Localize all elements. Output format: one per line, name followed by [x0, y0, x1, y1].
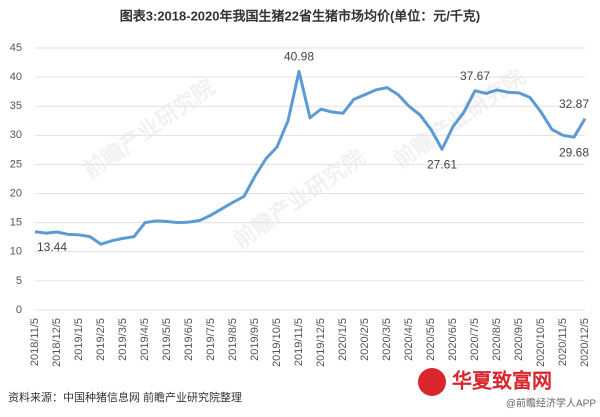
- y-tick-label: 20: [10, 187, 22, 199]
- x-tick-label: 2020/10/5: [535, 318, 547, 367]
- value-label: 27.61: [427, 157, 457, 171]
- value-label: 13.44: [37, 240, 67, 254]
- x-tick-label: 2019/2/5: [95, 318, 107, 361]
- x-tick-label: 2018/12/5: [51, 318, 63, 367]
- x-tick-label: 2019/5/5: [161, 318, 173, 361]
- x-tick-label: 2020/11/5: [557, 318, 569, 366]
- value-label: 37.67: [460, 69, 490, 83]
- x-tick-label: 2019/6/5: [183, 318, 195, 361]
- value-label: 29.68: [559, 145, 589, 159]
- x-tick-label: 2019/7/5: [205, 318, 217, 361]
- x-tick-label: 2020/12/5: [579, 318, 591, 367]
- x-tick-label: 2020/8/5: [491, 318, 503, 361]
- logo-icon: [418, 368, 446, 396]
- y-tick-label: 10: [10, 246, 22, 258]
- x-tick-label: 2019/11/5: [293, 318, 305, 366]
- background-watermark: 前瞻产业研究院: [229, 144, 370, 253]
- watermark: @前瞻经济学人APP: [506, 397, 596, 410]
- y-tick-label: 15: [10, 217, 22, 229]
- logo-text: 华夏致富网: [452, 368, 552, 392]
- x-tick-label: 2020/9/5: [513, 318, 525, 361]
- x-tick-label: 2019/1/5: [73, 318, 85, 361]
- x-tick-label: 2020/3/5: [381, 318, 393, 361]
- x-tick-label: 2020/4/5: [403, 318, 415, 361]
- x-tick-label: 2019/9/5: [249, 318, 261, 361]
- value-label: 32.87: [559, 97, 589, 111]
- x-tick-label: 2019/3/5: [117, 318, 129, 361]
- x-tick-label: 2020/7/5: [469, 318, 481, 361]
- y-tick-label: 35: [10, 100, 22, 112]
- x-tick-label: 2018/11/5: [29, 318, 41, 366]
- x-tick-label: 2019/4/5: [139, 318, 151, 361]
- x-tick-label: 2019/10/5: [271, 318, 283, 367]
- value-label: 40.98: [284, 50, 314, 64]
- y-tick-label: 40: [10, 71, 22, 83]
- y-tick-label: 25: [10, 158, 22, 170]
- y-tick-label: 0: [16, 304, 22, 316]
- x-tick-label: 2020/2/5: [359, 318, 371, 361]
- y-tick-label: 45: [10, 42, 22, 54]
- y-tick-label: 5: [16, 275, 22, 287]
- source-note: 资料来源：中国种猪信息网 前瞻产业研究院整理: [8, 390, 242, 404]
- x-tick-label: 2019/8/5: [227, 318, 239, 361]
- background-watermark: 前瞻产业研究院: [79, 74, 220, 183]
- x-tick-label: 2020/1/5: [337, 318, 349, 361]
- y-tick-label: 30: [10, 129, 22, 141]
- chart-title: 图表3:2018-2020年我国生猪22省生猪市场均价(单位：元/千克): [120, 8, 480, 23]
- x-tick-label: 2020/6/5: [447, 318, 459, 361]
- x-tick-label: 2020/5/5: [425, 318, 437, 361]
- price-line: [34, 69, 587, 246]
- x-tick-label: 2019/12/5: [315, 318, 327, 367]
